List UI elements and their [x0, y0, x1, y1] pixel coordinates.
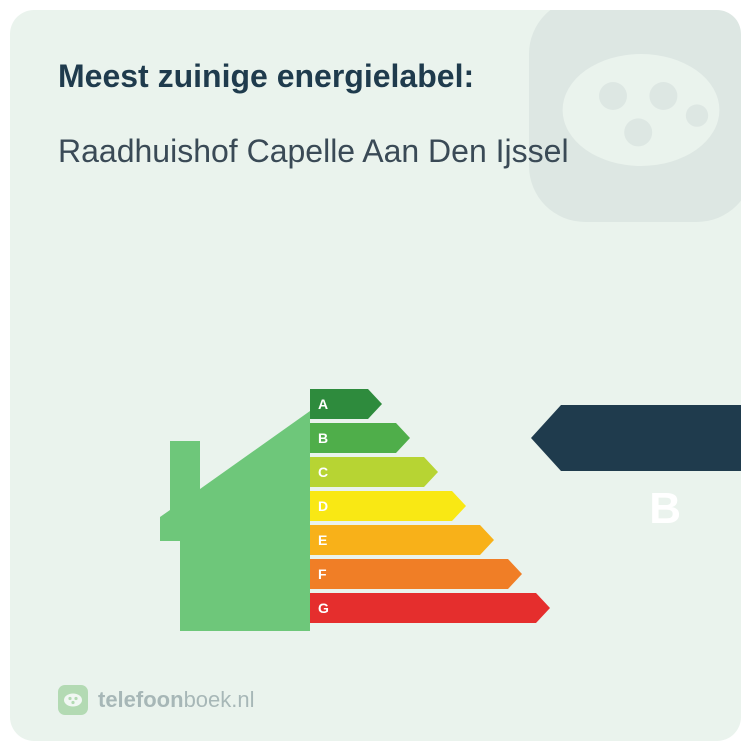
footer-rest: boek.nl — [184, 687, 255, 712]
bar-f — [310, 559, 522, 589]
bar-label-c: C — [318, 457, 328, 487]
footer-bold: telefoon — [98, 687, 184, 712]
subtitle: Raadhuishof Capelle Aan Den Ijssel — [58, 131, 578, 171]
indicator-label: B — [649, 476, 681, 542]
bar-label-g: G — [318, 593, 329, 623]
house-icon — [160, 411, 310, 631]
title: Meest zuinige energielabel: — [58, 58, 693, 95]
watermark-icon — [501, 10, 741, 250]
indicator-badge: B — [531, 405, 741, 471]
energy-chart: ABCDEFG B — [10, 371, 741, 631]
footer: telefoonboek.nl — [58, 685, 255, 715]
bar-label-e: E — [318, 525, 327, 555]
bar-label-a: A — [318, 389, 328, 419]
bar-g — [310, 593, 550, 623]
card: Meest zuinige energielabel: Raadhuishof … — [10, 10, 741, 741]
bar-d — [310, 491, 466, 521]
bar-e — [310, 525, 494, 555]
bar-c — [310, 457, 438, 487]
footer-text: telefoonboek.nl — [98, 687, 255, 713]
footer-logo-icon — [58, 685, 88, 715]
bar-label-d: D — [318, 491, 328, 521]
bar-label-f: F — [318, 559, 327, 589]
bar-label-b: B — [318, 423, 328, 453]
